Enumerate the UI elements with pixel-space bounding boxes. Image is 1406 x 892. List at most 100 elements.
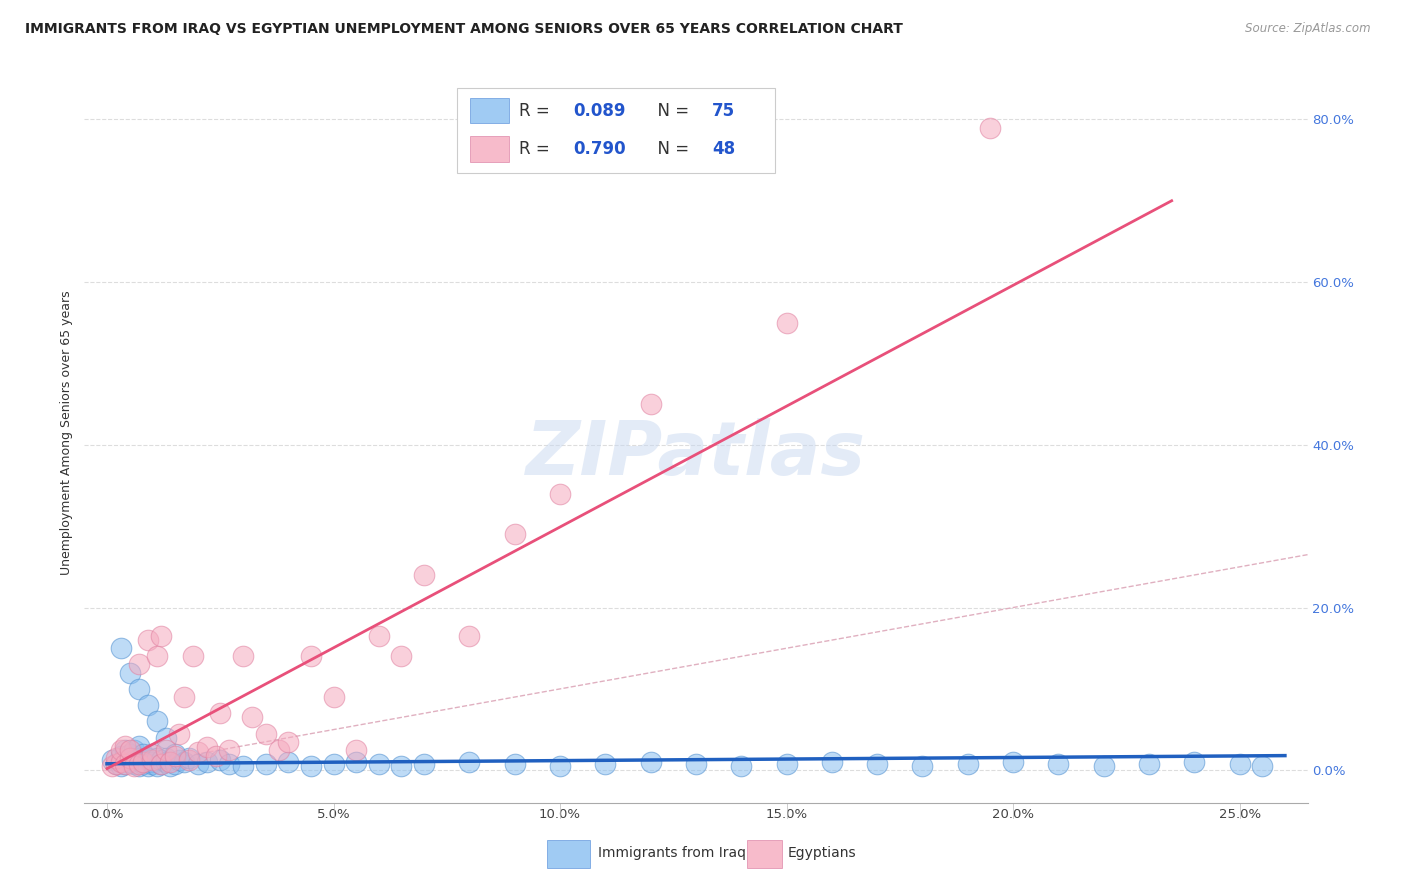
Point xyxy=(163,747,186,761)
Point xyxy=(640,397,662,411)
Point xyxy=(141,747,163,761)
Point xyxy=(155,731,177,745)
Point xyxy=(277,755,299,769)
Point xyxy=(548,759,571,773)
Point xyxy=(146,751,169,765)
Point xyxy=(122,754,145,768)
Point xyxy=(136,754,159,768)
Point xyxy=(150,629,173,643)
Point xyxy=(187,756,209,771)
Point xyxy=(122,759,145,773)
Point xyxy=(173,755,195,769)
Point xyxy=(195,755,218,769)
Point xyxy=(187,745,209,759)
Point xyxy=(322,690,344,704)
Point xyxy=(114,756,136,771)
Text: 0.089: 0.089 xyxy=(574,102,626,120)
Point xyxy=(1092,759,1115,773)
Point xyxy=(503,756,526,771)
Text: Source: ZipAtlas.com: Source: ZipAtlas.com xyxy=(1246,22,1371,36)
Point xyxy=(155,751,177,765)
Point xyxy=(209,706,232,721)
Point xyxy=(105,756,128,771)
Point xyxy=(177,751,200,765)
Point xyxy=(118,755,141,769)
Text: 0.790: 0.790 xyxy=(574,140,626,158)
Point xyxy=(344,755,367,769)
Point xyxy=(155,743,177,757)
Point xyxy=(128,739,150,753)
Point xyxy=(136,633,159,648)
Point xyxy=(254,726,277,740)
Point xyxy=(118,665,141,680)
Text: 48: 48 xyxy=(711,140,735,158)
Point xyxy=(956,756,979,771)
Point xyxy=(979,120,1001,135)
Point xyxy=(1251,759,1274,773)
Point xyxy=(100,759,122,773)
Point xyxy=(150,756,173,771)
Point xyxy=(128,756,150,771)
Point xyxy=(110,743,132,757)
Point xyxy=(110,759,132,773)
Point xyxy=(132,755,155,769)
Point xyxy=(367,756,389,771)
Point xyxy=(141,756,163,771)
Point xyxy=(730,759,752,773)
Point xyxy=(685,756,707,771)
Point xyxy=(232,759,254,773)
Y-axis label: Unemployment Among Seniors over 65 years: Unemployment Among Seniors over 65 years xyxy=(60,290,73,575)
Point xyxy=(204,748,226,763)
Point xyxy=(118,751,141,765)
Point xyxy=(122,756,145,771)
Point xyxy=(173,690,195,704)
Point xyxy=(240,710,263,724)
Point xyxy=(118,743,141,757)
Point xyxy=(155,755,177,769)
Point xyxy=(595,756,617,771)
Point xyxy=(132,755,155,769)
Point xyxy=(232,649,254,664)
FancyBboxPatch shape xyxy=(457,88,776,173)
Point xyxy=(218,756,240,771)
Point xyxy=(254,756,277,771)
Point xyxy=(821,755,844,769)
Text: R =: R = xyxy=(519,102,554,120)
Point xyxy=(146,759,169,773)
Point xyxy=(132,756,155,771)
Point xyxy=(322,756,344,771)
Point xyxy=(458,755,481,769)
Point xyxy=(775,756,797,771)
Point xyxy=(209,754,232,768)
Point xyxy=(169,754,191,768)
Point xyxy=(150,756,173,771)
Point xyxy=(159,759,181,773)
Point xyxy=(1047,756,1070,771)
Text: N =: N = xyxy=(647,102,695,120)
Point xyxy=(169,726,191,740)
Point xyxy=(413,756,436,771)
Point xyxy=(114,754,136,768)
Point xyxy=(911,759,934,773)
Point xyxy=(299,759,322,773)
Point xyxy=(141,755,163,769)
Bar xyxy=(547,840,589,868)
Point xyxy=(150,754,173,768)
Point xyxy=(132,747,155,761)
Point xyxy=(141,747,163,761)
Point xyxy=(548,486,571,500)
Point xyxy=(1137,756,1160,771)
Text: 75: 75 xyxy=(711,102,735,120)
Point xyxy=(391,759,413,773)
Text: N =: N = xyxy=(647,140,695,158)
Point xyxy=(413,568,436,582)
Point xyxy=(114,739,136,753)
Point xyxy=(1182,755,1205,769)
Point xyxy=(114,743,136,757)
Point xyxy=(177,754,200,768)
Point xyxy=(640,755,662,769)
Point xyxy=(100,754,122,768)
Point xyxy=(367,629,389,643)
Point xyxy=(136,759,159,773)
Text: Egyptians: Egyptians xyxy=(787,847,856,860)
